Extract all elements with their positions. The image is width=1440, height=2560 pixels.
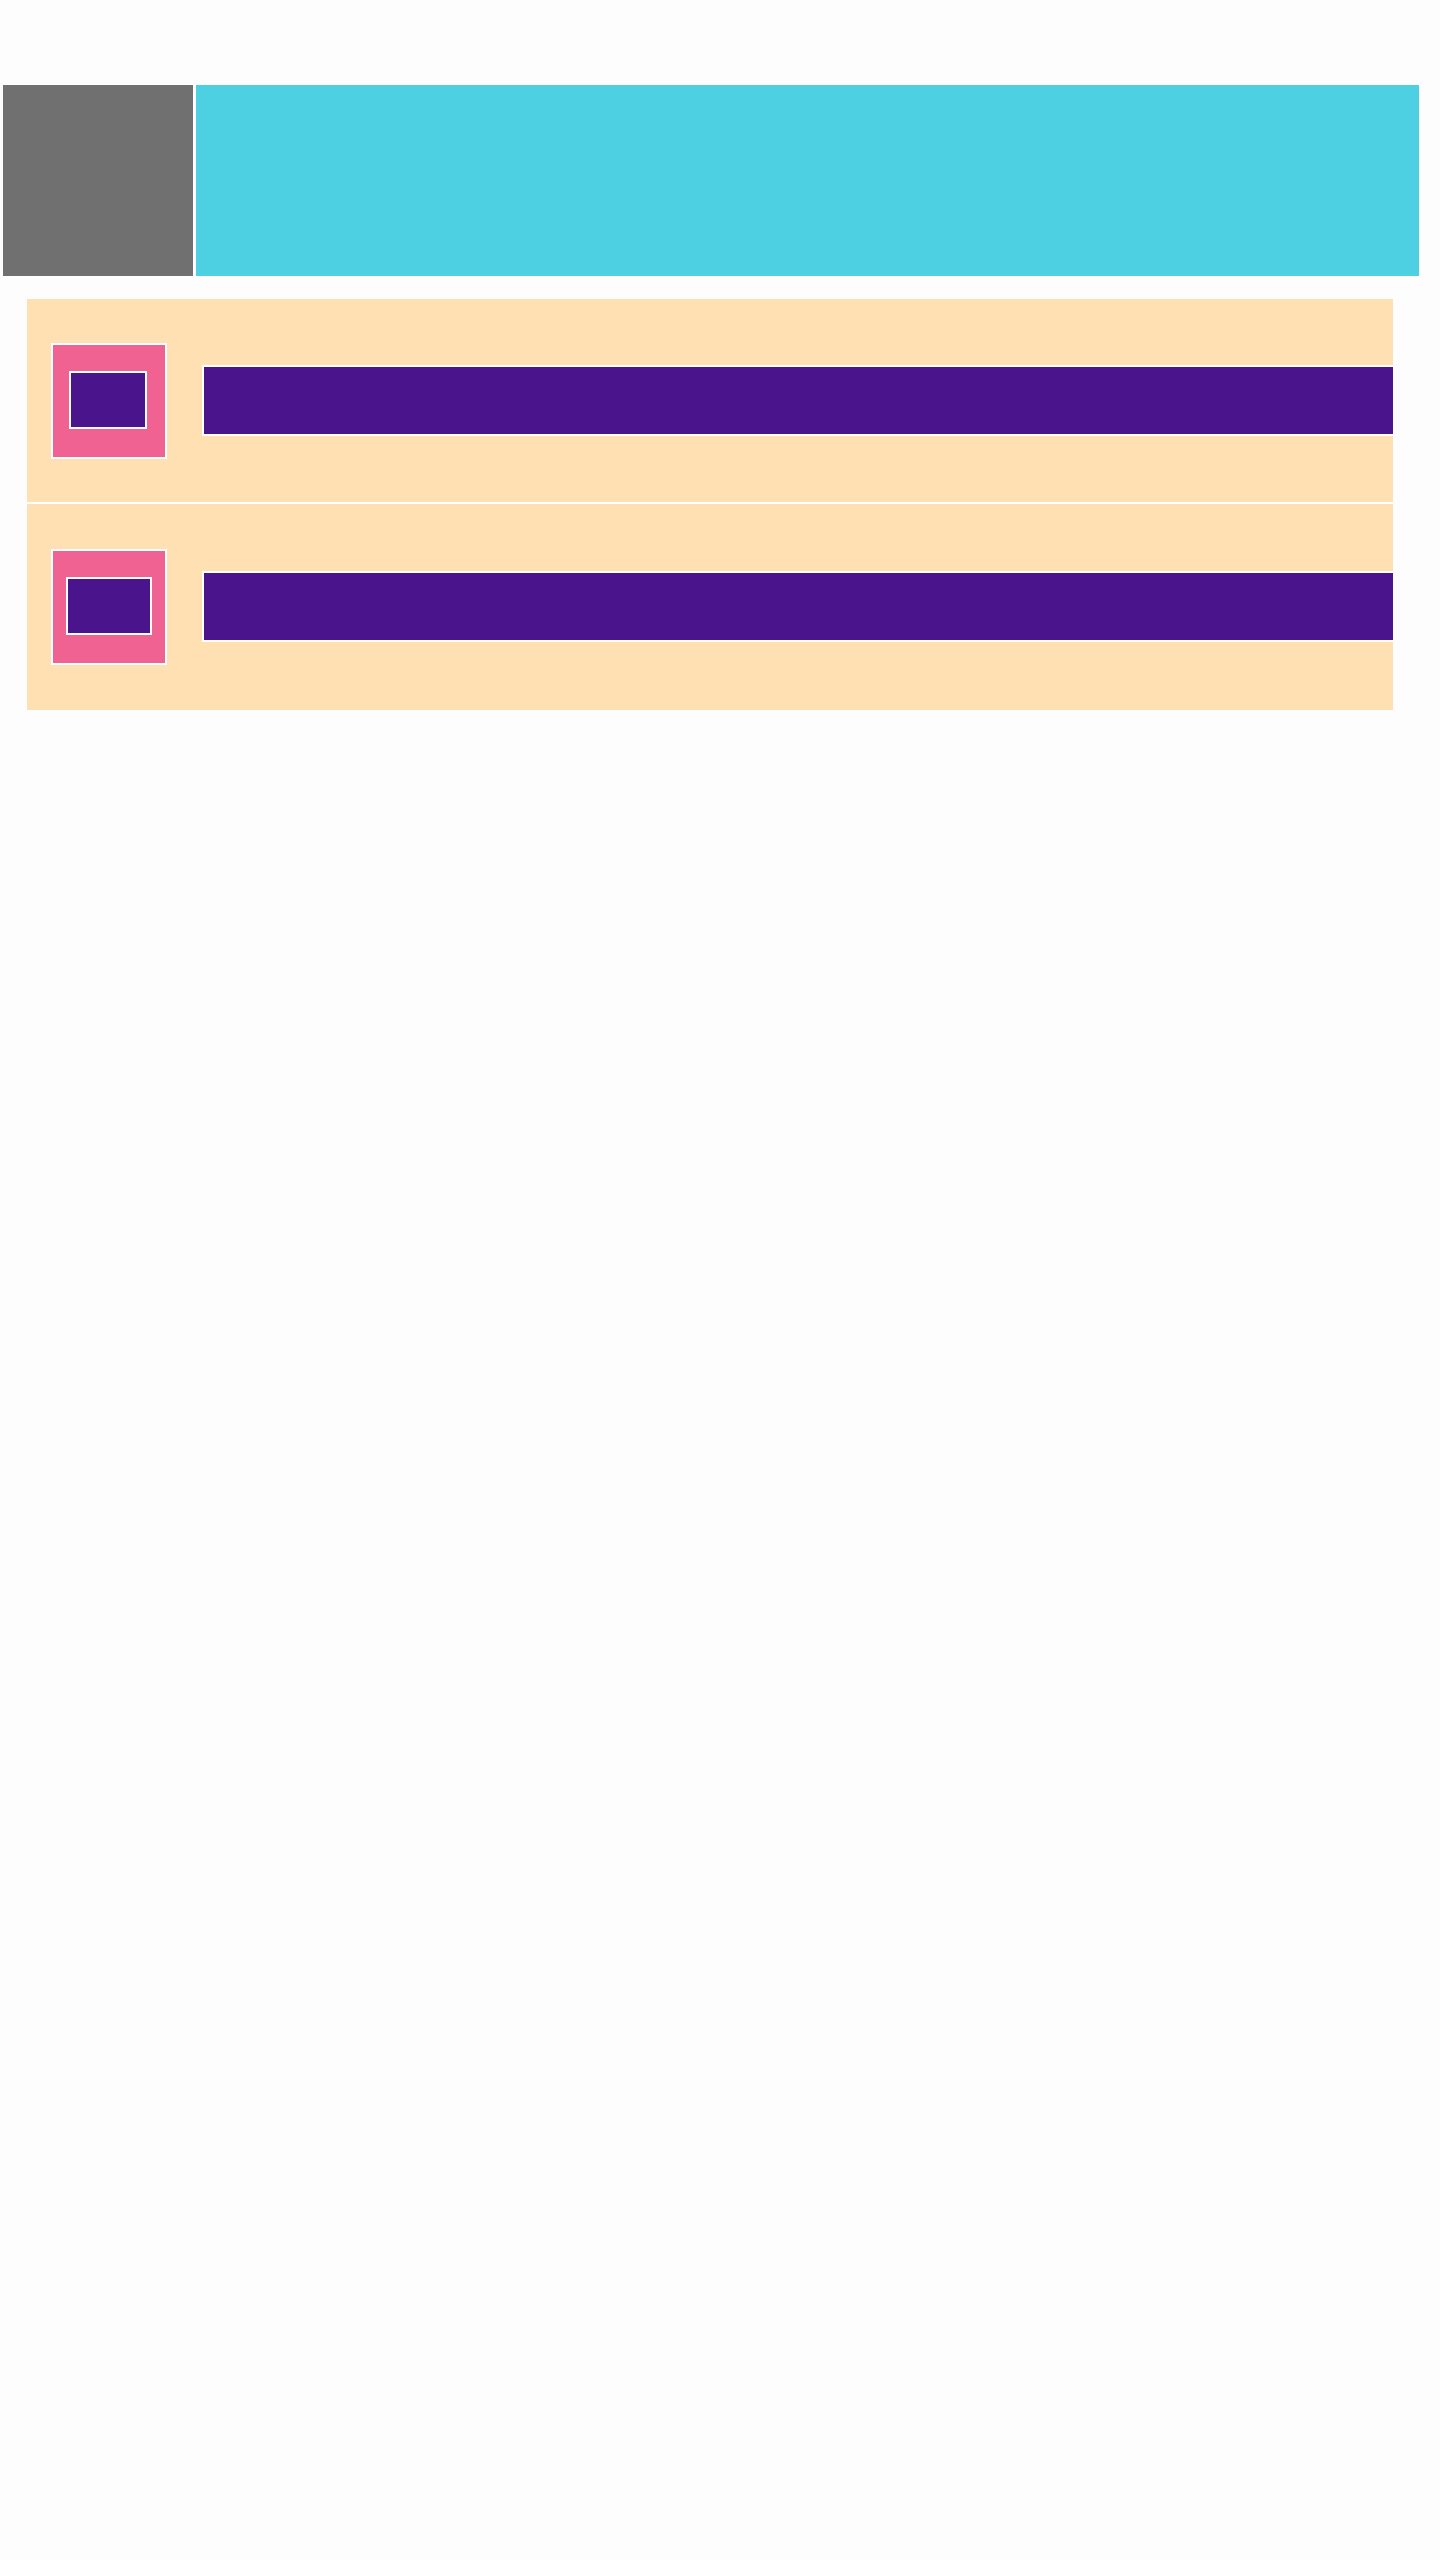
thumbnail-image (69, 371, 147, 429)
list-item-text-bar (202, 365, 1393, 436)
list-item-text-bar (202, 571, 1393, 642)
list-item[interactable] (27, 299, 1393, 504)
thumbnail-frame (51, 549, 167, 665)
app-header (0, 84, 1420, 277)
header-left-block[interactable] (2, 84, 194, 277)
item-list (27, 299, 1393, 710)
list-item[interactable] (27, 505, 1393, 710)
thumbnail-image (66, 577, 152, 635)
thumbnail-frame (51, 343, 167, 459)
header-bar (195, 84, 1420, 277)
